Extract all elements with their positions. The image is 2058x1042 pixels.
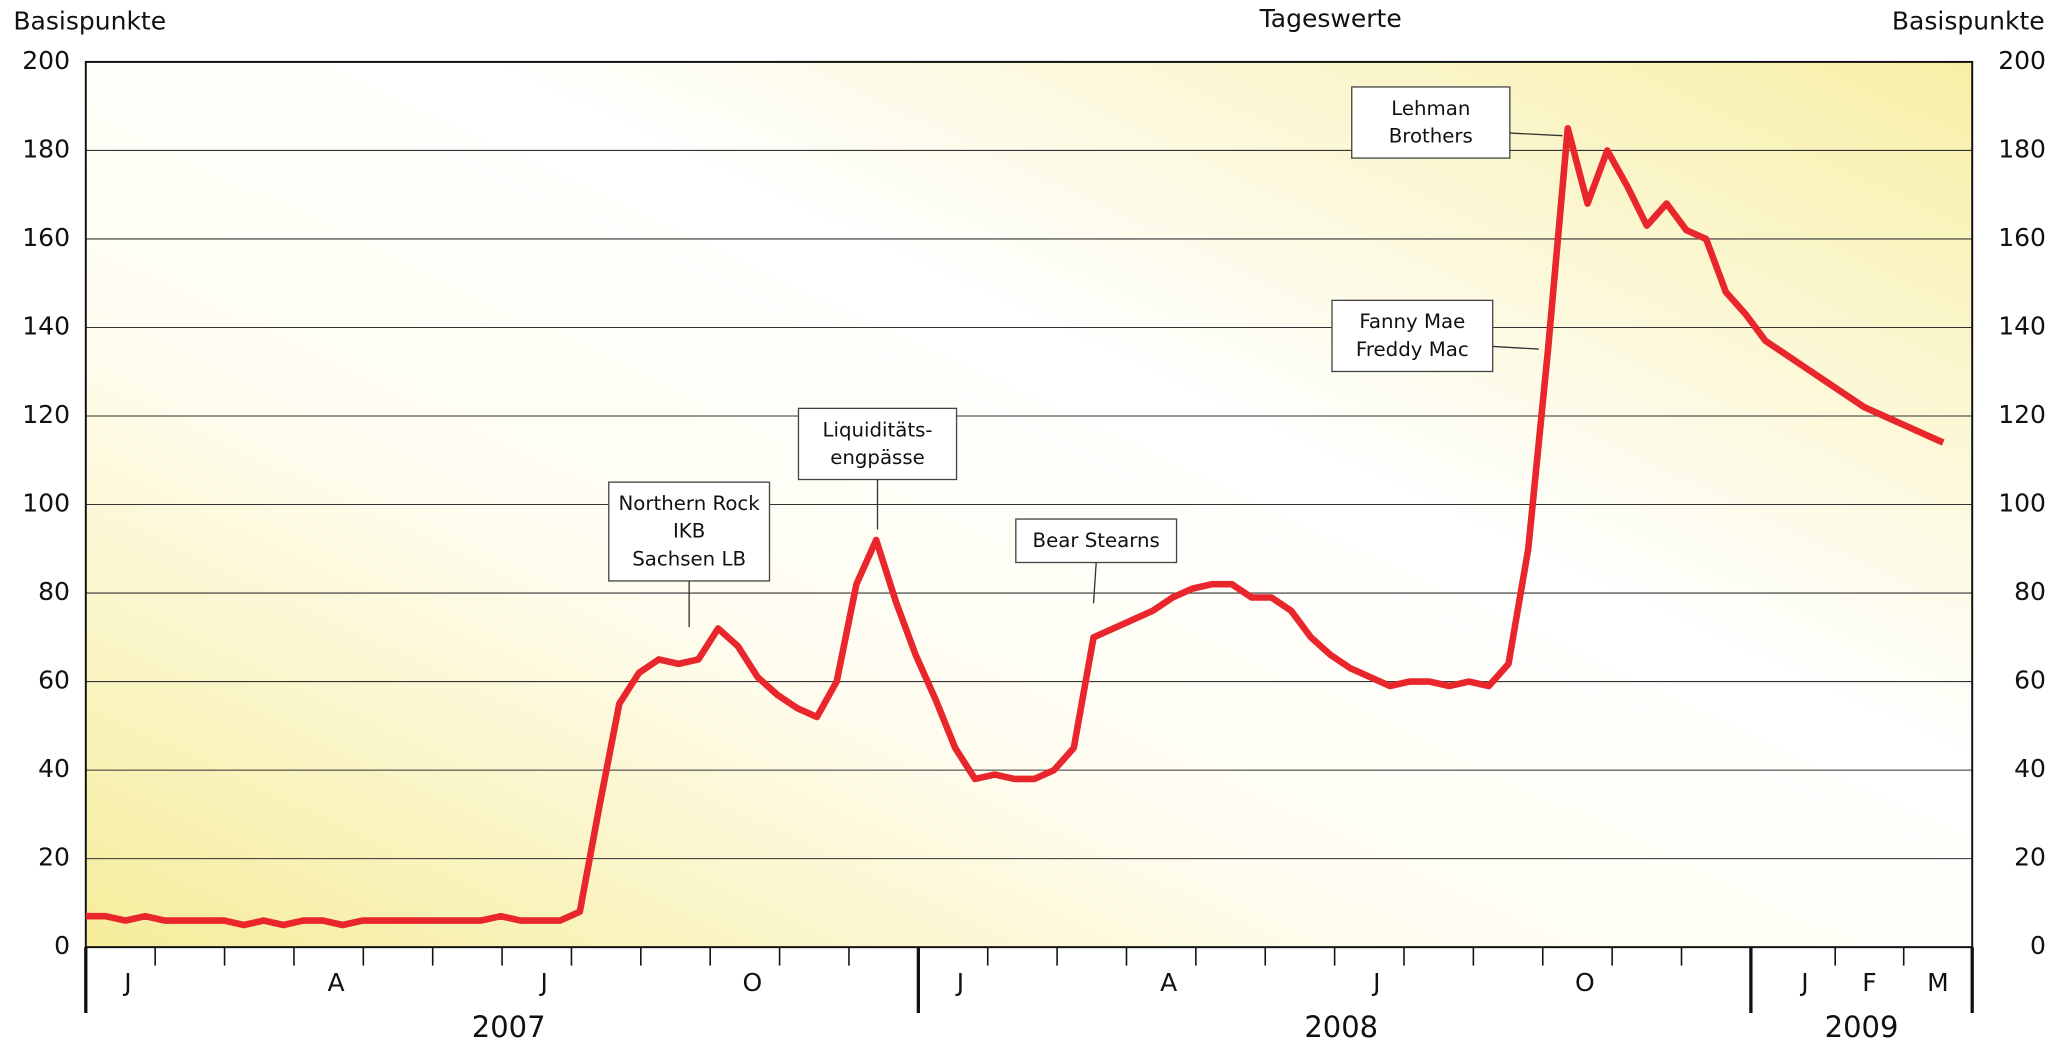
annotation-box (797, 407, 958, 481)
y-axis-label: Basispunkte (13, 6, 166, 35)
x-tick-label: J (1799, 968, 1808, 997)
annotation-text: Liquiditäts- (822, 418, 932, 441)
x-tick-label: F (1862, 968, 1876, 997)
y-tick-label: 0 (54, 931, 70, 960)
annotation-text: Lehman (1391, 97, 1470, 120)
data-line (85, 125, 1945, 929)
y2-tick-label: 80 (2014, 577, 2046, 606)
year-label: 2009 (1825, 1010, 1899, 1042)
annotation-box (1015, 518, 1178, 564)
annotation-text: Bear Stearns (1033, 529, 1160, 552)
y-tick-label: 80 (38, 577, 70, 606)
y-tick-label: 100 (22, 489, 70, 518)
y2-tick-label: 0 (2030, 931, 2046, 960)
x-tick-label: J (955, 968, 964, 997)
y2-tick-label: 20 (2014, 843, 2046, 872)
y2-tick-label: 60 (2014, 666, 2046, 695)
y-tick-label: 120 (22, 400, 70, 429)
y-tick-label: 160 (22, 223, 70, 252)
annotation-text: Sachsen LB (632, 547, 746, 570)
x-tick-label: J (1371, 968, 1380, 997)
annotation-text: Northern Rock (619, 492, 761, 515)
x-tick-label: A (328, 968, 345, 997)
y2-tick-label: 120 (1998, 400, 2046, 429)
annotation-box (1331, 299, 1494, 373)
annotation-text: Brothers (1389, 125, 1473, 148)
annotation-text: IKB (673, 520, 705, 543)
y2-tick-label: 200 (1998, 46, 2046, 75)
year-label: 2007 (472, 1010, 546, 1042)
subtitle: Tageswerte (1259, 4, 1402, 33)
y2-tick-label: 140 (1998, 311, 2046, 340)
annotation-leader (1509, 132, 1563, 137)
y-tick-label: 180 (22, 134, 70, 163)
y-tick-label: 140 (22, 311, 70, 340)
annotation-leader (1492, 345, 1539, 350)
annotation-box (1351, 86, 1511, 159)
plot-frame (84, 60, 1974, 949)
y2-tick-label: 100 (1998, 489, 2046, 518)
y-tick-label: 20 (38, 843, 70, 872)
annotation-text: engpässe (830, 446, 925, 469)
annotation-leader (1092, 562, 1097, 604)
x-tick-label: J (122, 968, 131, 997)
annotation-box (608, 481, 771, 582)
y-tick-label: 40 (38, 754, 70, 783)
y2-tick-label: 180 (1998, 134, 2046, 163)
x-tick-label: A (1160, 968, 1177, 997)
y2-tick-label: 160 (1998, 223, 2046, 252)
y-tick-label: 60 (38, 666, 70, 695)
annotation-text: Freddy Mac (1356, 338, 1469, 361)
year-label: 2008 (1304, 1010, 1378, 1042)
x-tick-label: O (1575, 968, 1595, 997)
y2-axis-label: Basispunkte (1892, 6, 2045, 35)
x-tick-label: J (539, 968, 548, 997)
y2-tick-label: 40 (2014, 754, 2046, 783)
x-tick-label: O (743, 968, 763, 997)
x-tick-label: M (1927, 968, 1949, 997)
y-tick-label: 200 (22, 46, 70, 75)
annotation-text: Fanny Mae (1359, 310, 1465, 333)
